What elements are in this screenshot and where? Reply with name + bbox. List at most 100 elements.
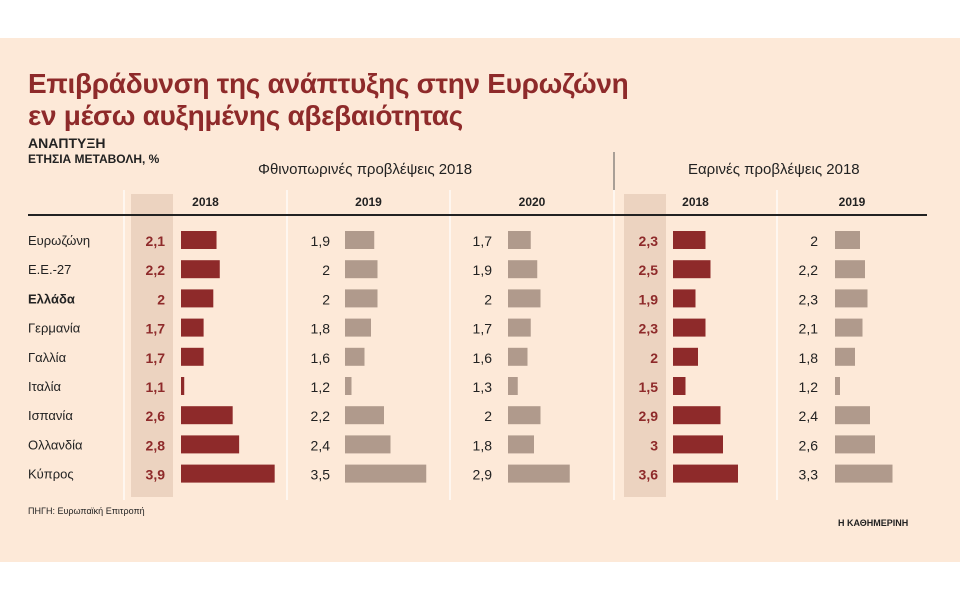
bar xyxy=(835,318,863,337)
data-label: 1,9 xyxy=(473,262,493,278)
chart-title-line2: εν μέσω αυξημένης αβεβαιότητας xyxy=(28,100,463,131)
year-label: 2019 xyxy=(355,195,382,209)
data-label: 3,9 xyxy=(146,467,166,483)
bar xyxy=(673,347,698,366)
data-label: 2 xyxy=(157,291,165,307)
bar xyxy=(508,260,538,279)
bar xyxy=(673,260,711,279)
bar xyxy=(673,435,723,454)
data-label: 3,6 xyxy=(639,467,659,483)
bar xyxy=(835,464,893,483)
category-label: Ελλάδα xyxy=(28,291,75,306)
bar xyxy=(181,435,240,454)
data-label: 1,7 xyxy=(473,233,493,249)
category-label: Κύπρος xyxy=(28,467,74,482)
bar xyxy=(673,231,706,249)
data-label: 3,5 xyxy=(311,467,331,483)
category-label: Γερμανία xyxy=(28,321,81,336)
bar xyxy=(835,347,855,366)
data-label: 2,3 xyxy=(639,321,659,337)
data-label: 2,9 xyxy=(473,467,493,483)
category-label: Ολλανδία xyxy=(28,437,83,452)
data-label: 1,7 xyxy=(473,321,493,337)
data-label: 1,6 xyxy=(473,350,493,366)
data-label: 2,1 xyxy=(146,233,166,249)
bar xyxy=(345,289,378,308)
data-label: 1,8 xyxy=(311,321,331,337)
year-label: 2018 xyxy=(682,195,709,209)
data-label: 2 xyxy=(810,233,818,249)
bar xyxy=(835,377,840,395)
data-label: 1,9 xyxy=(311,233,331,249)
data-label: 2,8 xyxy=(146,437,166,453)
bar xyxy=(508,464,570,483)
bar xyxy=(508,289,541,308)
bar xyxy=(181,406,233,425)
bar xyxy=(345,318,371,337)
data-label: 2,2 xyxy=(311,408,331,424)
bar xyxy=(508,347,528,366)
data-label: 1,5 xyxy=(639,379,659,395)
year-label: 2020 xyxy=(519,195,546,209)
data-label: 1,9 xyxy=(639,291,659,307)
category-label: Ιταλία xyxy=(28,379,61,394)
bar xyxy=(181,289,214,308)
data-label: 2,6 xyxy=(146,408,166,424)
data-label: 2,6 xyxy=(799,437,819,453)
bar xyxy=(673,406,721,425)
bar xyxy=(345,464,427,483)
bar xyxy=(181,260,220,279)
year-label: 2018 xyxy=(192,195,219,209)
data-label: 2,1 xyxy=(799,321,819,337)
bar xyxy=(508,231,531,249)
data-label: 1,6 xyxy=(311,350,331,366)
bar xyxy=(508,318,531,337)
bar xyxy=(835,435,875,454)
bar xyxy=(673,318,706,337)
data-label: 2,5 xyxy=(639,262,659,278)
bar xyxy=(673,377,686,395)
bar xyxy=(181,464,275,483)
category-label: Γαλλία xyxy=(28,350,67,365)
bar xyxy=(345,377,352,395)
chart-title-line1: Επιβράδυνση της ανάπτυξης στην Ευρωζώνη xyxy=(28,68,629,99)
category-label: Ισπανία xyxy=(28,408,73,423)
bar xyxy=(835,406,870,425)
highlight-column-bg xyxy=(131,194,173,497)
group-label-spring: Εαρινές προβλέψεις 2018 xyxy=(688,161,860,178)
bar xyxy=(181,377,185,395)
data-label: 3 xyxy=(650,437,658,453)
bar xyxy=(345,260,378,279)
bar xyxy=(835,260,865,279)
data-label: 1,7 xyxy=(146,321,166,337)
category-label: Ε.Ε.-27 xyxy=(28,262,71,277)
bar xyxy=(345,231,375,249)
bar xyxy=(673,289,696,308)
data-label: 2,4 xyxy=(799,408,819,424)
data-label: 2 xyxy=(484,291,492,307)
bar xyxy=(345,347,365,366)
data-label: 2,3 xyxy=(799,291,819,307)
data-label: 2 xyxy=(322,291,330,307)
data-label: 1,8 xyxy=(473,437,493,453)
bar xyxy=(181,231,217,249)
data-label: 1,1 xyxy=(146,379,166,395)
bar xyxy=(508,406,541,425)
bar xyxy=(835,289,868,308)
bar xyxy=(508,435,534,454)
data-label: 2,3 xyxy=(639,233,659,249)
data-label: 3,3 xyxy=(799,467,819,483)
group-label-autumn: Φθινοπωρινές προβλέψεις 2018 xyxy=(258,161,473,178)
data-label: 1,3 xyxy=(473,379,493,395)
publisher-brand: Η ΚΑΘΗΜΕΡΙΝΗ xyxy=(838,518,909,528)
source-note: ΠΗΓΗ: Ευρωπαϊκή Επιτροπή xyxy=(28,506,145,516)
bar xyxy=(508,377,518,395)
data-label: 2,2 xyxy=(146,262,166,278)
data-label: 1,2 xyxy=(311,379,331,395)
data-label: 1,8 xyxy=(799,350,819,366)
data-label: 2 xyxy=(484,408,492,424)
chart-subtitle: ΑΝΑΠΤΥΞΗ xyxy=(28,135,106,151)
data-label: 2 xyxy=(322,262,330,278)
data-label: 2,9 xyxy=(639,408,659,424)
